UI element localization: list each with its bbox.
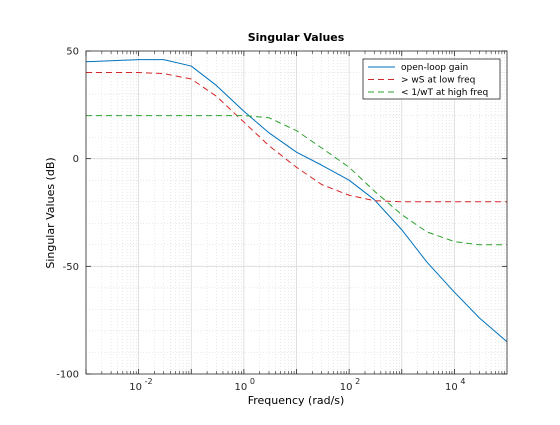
x-tick-label: 10 (235, 382, 248, 393)
y-tick-label: 50 (66, 47, 79, 58)
y-tick-label: 0 (73, 154, 79, 165)
x-tick-label: 10 (445, 382, 458, 393)
x-tick-exponent: 4 (460, 377, 465, 386)
series-line-3 (86, 115, 507, 246)
x-tick-exponent: 0 (250, 377, 255, 386)
tick-marks (85, 50, 507, 375)
x-axis-label: Frequency (rad/s) (248, 394, 345, 407)
legend-label-2: > wS at low freq (401, 76, 475, 86)
major-grid (86, 51, 507, 374)
chart-title: Singular Values (248, 31, 345, 44)
legend-label-1: open-loop gain (401, 63, 468, 73)
x-tick-exponent: 2 (355, 377, 360, 386)
legend-label-3: < 1/wT at high freq (401, 88, 488, 98)
x-tick-label: 10 (129, 382, 142, 393)
x-tick-exponent: -2 (145, 377, 153, 386)
x-tick-label: 10 (340, 382, 353, 393)
legend-box (362, 58, 501, 100)
y-tick-label: -100 (56, 370, 79, 381)
y-tick-label: -50 (63, 262, 79, 273)
y-axis-label: Singular Values (dB) (44, 157, 57, 268)
y-tick-labels: 50 0 -50 -100 (56, 47, 79, 381)
series-line-2 (86, 72, 507, 203)
series-layer (85, 59, 508, 343)
legend: open-loop gain > wS at low freq < 1/wT at … (362, 58, 501, 100)
series-line-1 (85, 59, 508, 343)
